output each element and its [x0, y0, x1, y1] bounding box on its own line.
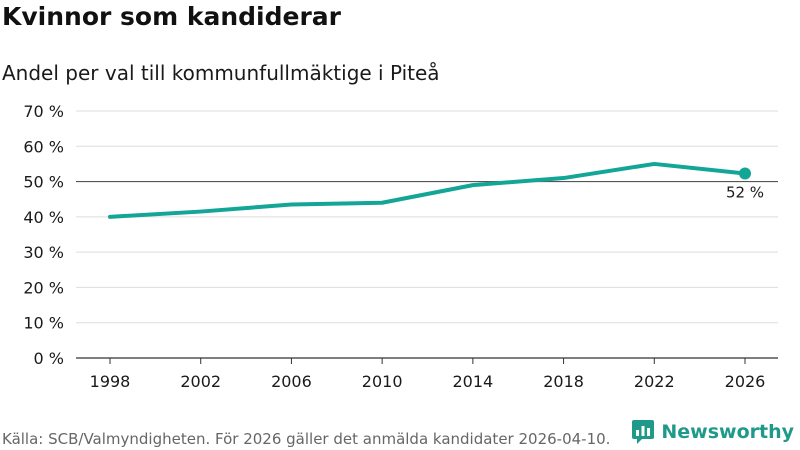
y-tick-label: 50 % — [23, 173, 64, 192]
x-tick-label: 1998 — [90, 372, 131, 391]
y-tick-label: 40 % — [23, 208, 64, 227]
x-tick-label: 2026 — [725, 372, 766, 391]
x-tick-label: 2006 — [271, 372, 312, 391]
end-value-label: 52 % — [726, 183, 764, 201]
x-tick-label: 2014 — [452, 372, 493, 391]
y-tick-label: 70 % — [23, 102, 64, 121]
x-tick-label: 2002 — [180, 372, 221, 391]
x-tick-label: 2010 — [362, 372, 403, 391]
y-tick-label: 60 % — [23, 137, 64, 156]
x-tick-label: 2022 — [634, 372, 675, 391]
chart-subtitle: Andel per val till kommunfullmäktige i P… — [2, 61, 440, 85]
brand-logo: Newsworthy — [631, 419, 794, 445]
newsworthy-logo-icon — [632, 420, 655, 444]
brand-name: Newsworthy — [661, 421, 794, 443]
source-note: Källa: SCB/Valmyndigheten. För 2026 gäll… — [2, 430, 611, 448]
y-tick-label: 10 % — [23, 314, 64, 333]
series-line — [108, 161, 747, 219]
chart-title: Kvinnor som kandiderar — [2, 2, 341, 31]
y-tick-label: 0 % — [34, 349, 64, 368]
end-point-marker — [739, 167, 751, 180]
y-tick-label: 20 % — [23, 278, 64, 297]
y-tick-label: 30 % — [23, 243, 64, 262]
x-tick-label: 2018 — [543, 372, 584, 391]
